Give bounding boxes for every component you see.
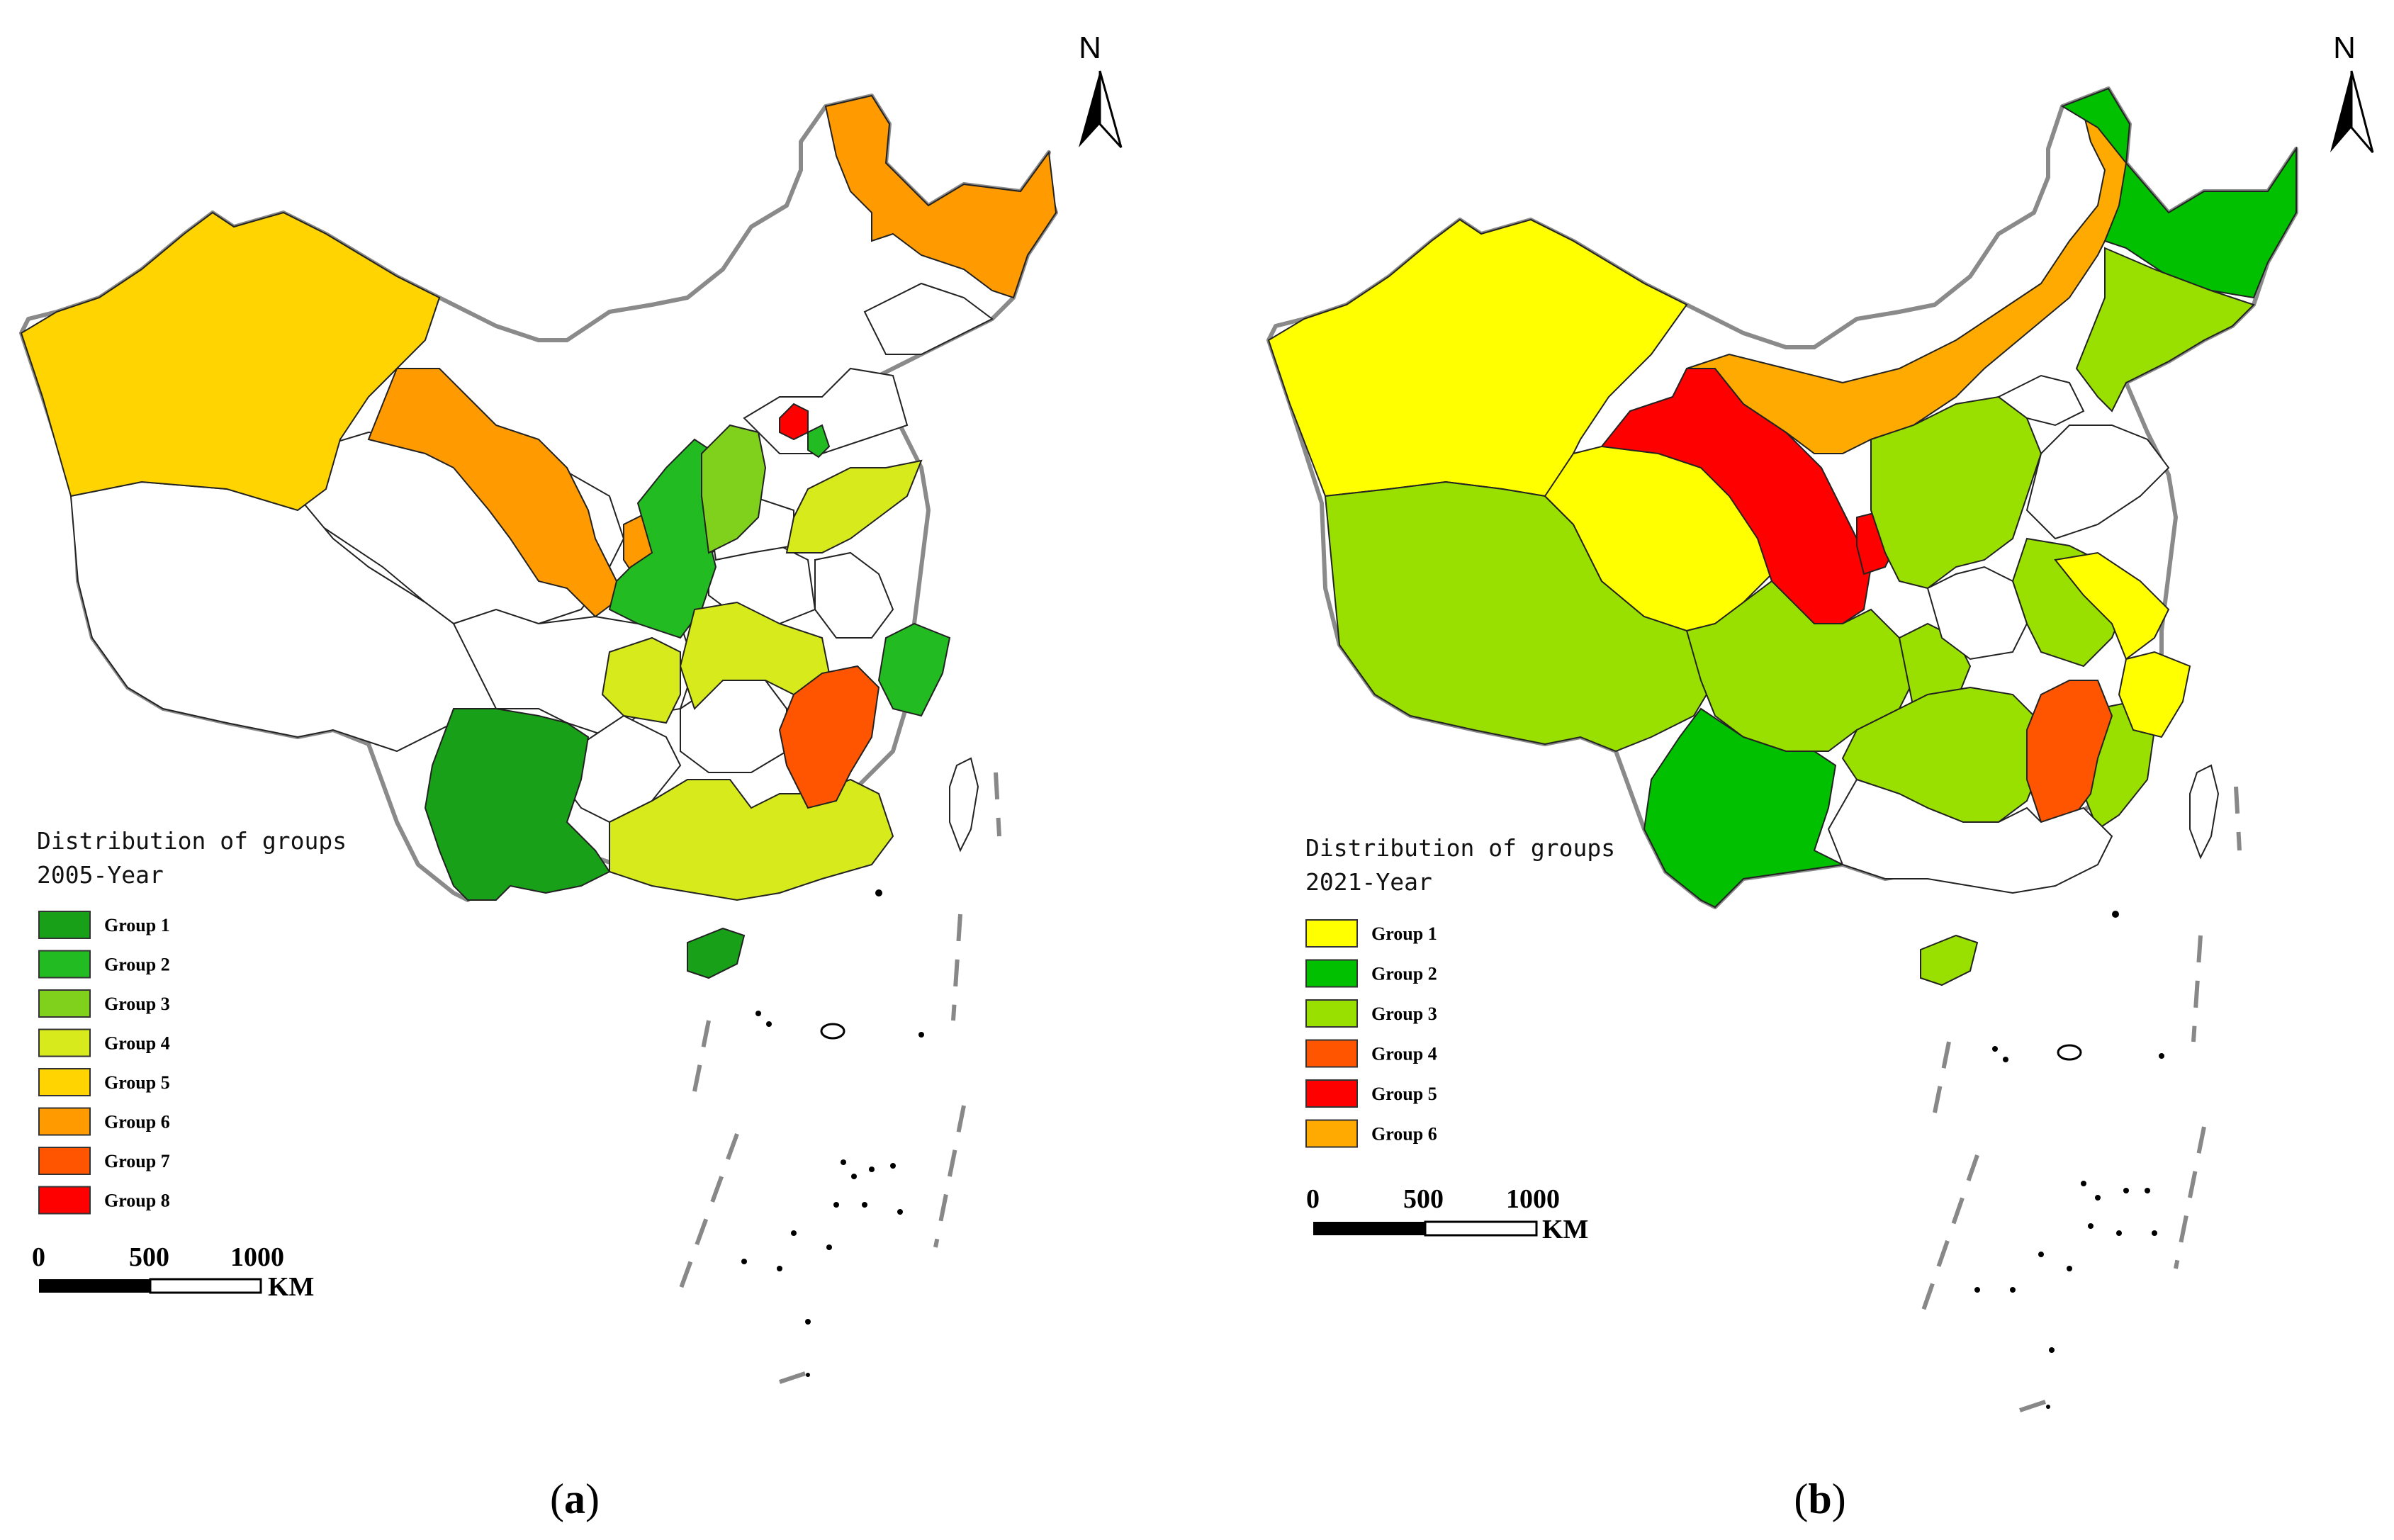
taiwan-outline-a bbox=[949, 757, 979, 853]
scale-bar-a: 0 500 1000 KM bbox=[32, 1242, 314, 1302]
province-group3-b3 bbox=[1870, 395, 2042, 590]
province-group2-b1 bbox=[2060, 87, 2297, 299]
province-group2-a2 bbox=[877, 622, 951, 717]
panel-a: N Distribution of groups 2005-Year Group… bbox=[19, 30, 1123, 1522]
province-white-a10 bbox=[863, 282, 994, 355]
legend-label-1-2: Group 2 bbox=[1371, 964, 1437, 984]
country-outline-a bbox=[19, 94, 1058, 902]
province-group3-b2 bbox=[2075, 247, 2255, 412]
legend-swatch-0-8 bbox=[38, 1186, 91, 1215]
legend-label-1-3: Group 3 bbox=[1371, 1004, 1437, 1024]
legend-swatch-0-4 bbox=[38, 1028, 91, 1057]
legend-label-0-7: Group 7 bbox=[104, 1151, 170, 1171]
caption-a: (a) bbox=[550, 1476, 600, 1522]
legend-label-0-6: Group 6 bbox=[104, 1112, 170, 1132]
province-group3-b9 bbox=[1920, 934, 1979, 987]
province-group5-a bbox=[20, 211, 441, 512]
legend-label-1-6: Group 6 bbox=[1371, 1124, 1437, 1145]
legend-label-0-1: Group 1 bbox=[104, 915, 170, 935]
scale-tick-0-b: 0 bbox=[1306, 1184, 1320, 1214]
province-group7-a bbox=[778, 665, 880, 809]
legend-title-b1: Distribution of groups bbox=[1305, 834, 1615, 862]
province-group6-a3 bbox=[824, 94, 1057, 299]
legend-swatch-1-1 bbox=[1305, 919, 1358, 948]
province-group1-b4 bbox=[2118, 651, 2191, 738]
legend-swatch-1-5 bbox=[1305, 1079, 1358, 1108]
province-group4-a3 bbox=[601, 636, 681, 724]
scale-tick-500-b: 500 bbox=[1403, 1184, 1444, 1214]
legend-label-0-3: Group 3 bbox=[104, 994, 170, 1014]
legend-title-a1: Distribution of groups bbox=[37, 827, 347, 855]
legend-swatch-1-4 bbox=[1305, 1039, 1358, 1068]
province-white-b2 bbox=[1926, 566, 2028, 661]
scale-unit-a: KM bbox=[268, 1272, 314, 1302]
legend-swatch-0-7 bbox=[38, 1147, 91, 1175]
south-sea-islands-a bbox=[678, 772, 1001, 1384]
legend-swatch-0-2 bbox=[38, 950, 91, 979]
north-arrow-a: N bbox=[1079, 30, 1123, 149]
province-white-b4 bbox=[1997, 374, 2085, 427]
scale-tick-0-a: 0 bbox=[32, 1242, 45, 1272]
legend-swatch-0-3 bbox=[38, 989, 91, 1018]
caption-b: (b) bbox=[1794, 1476, 1845, 1522]
province-white-a7 bbox=[814, 551, 894, 639]
legend-b: Distribution of groups 2021-Year Group 1… bbox=[1305, 834, 1615, 1148]
province-group2-b2 bbox=[1643, 707, 1845, 909]
province-group1-a2 bbox=[687, 927, 746, 979]
scale-tick-500-a: 500 bbox=[129, 1242, 169, 1272]
province-group4-b bbox=[2026, 680, 2113, 823]
province-group2-a3 bbox=[807, 424, 831, 459]
north-arrow-b: N bbox=[2330, 30, 2374, 153]
legend-swatch-1-2 bbox=[1305, 959, 1358, 988]
legend-label-0-4: Group 4 bbox=[104, 1033, 170, 1054]
province-white-b3 bbox=[1827, 778, 2113, 894]
legend-swatch-1-3 bbox=[1305, 999, 1358, 1028]
legend-label-0-5: Group 5 bbox=[104, 1072, 170, 1093]
legend-a: Distribution of groups 2005-Year Group 1… bbox=[37, 827, 347, 1215]
legend-title-b2: 2021-Year bbox=[1305, 868, 1432, 896]
taiwan-outline-b bbox=[2189, 764, 2220, 860]
scale-tick-1000-a: 1000 bbox=[230, 1242, 284, 1272]
legend-swatch-0-1 bbox=[38, 911, 91, 939]
scale-tick-1000-b: 1000 bbox=[1506, 1184, 1560, 1214]
scale-unit-b: KM bbox=[1542, 1215, 1588, 1244]
south-sea-islands-b bbox=[1918, 786, 2242, 1412]
legend-swatch-1-6 bbox=[1305, 1119, 1358, 1148]
map-b bbox=[1266, 86, 2298, 1412]
legend-label-1-4: Group 4 bbox=[1371, 1044, 1437, 1064]
province-group3-a bbox=[701, 424, 767, 554]
province-group4-a1 bbox=[785, 459, 923, 553]
province-group1-b3 bbox=[2054, 551, 2170, 661]
north-label-a: N bbox=[1079, 30, 1101, 65]
legend-swatch-0-5 bbox=[38, 1068, 91, 1096]
north-label-b: N bbox=[2333, 30, 2356, 65]
province-white-b1 bbox=[2025, 425, 2170, 540]
province-group4-a4 bbox=[609, 778, 894, 901]
legend-label-0-8: Group 8 bbox=[104, 1191, 170, 1211]
scale-bar-b: 0 500 1000 KM bbox=[1306, 1184, 1588, 1244]
map-a bbox=[19, 94, 1058, 1384]
legend-title-a2: 2005-Year bbox=[37, 861, 164, 889]
legend-swatch-0-6 bbox=[38, 1107, 91, 1136]
legend-label-1-5: Group 5 bbox=[1371, 1084, 1437, 1104]
legend-label-0-2: Group 2 bbox=[104, 955, 170, 975]
province-group1-a1 bbox=[424, 708, 611, 901]
legend-label-1-1: Group 1 bbox=[1371, 923, 1437, 944]
panel-b: N Distribution of groups 2021-Year Group… bbox=[1266, 30, 2374, 1522]
